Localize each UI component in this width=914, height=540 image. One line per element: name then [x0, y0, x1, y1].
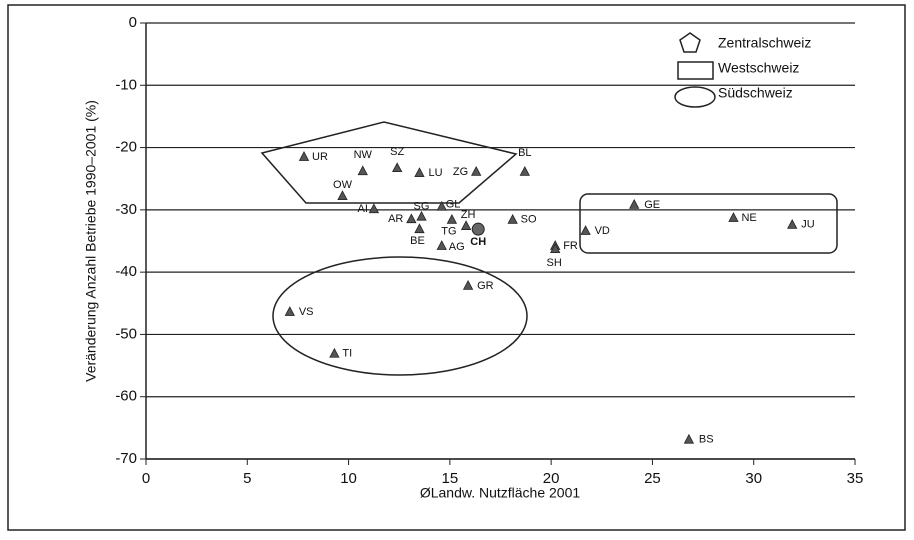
point: [519, 166, 530, 176]
x-tick-label: 20: [543, 470, 560, 487]
point-label: BS: [699, 434, 714, 446]
y-tick-label: 0: [129, 14, 137, 31]
point: [406, 213, 417, 224]
region-rectangle: [579, 193, 838, 254]
point: [416, 210, 427, 221]
x-tick-label: 35: [847, 470, 864, 487]
point: [436, 200, 447, 211]
point-label: ZH: [461, 209, 476, 221]
point-label: AI: [357, 203, 367, 215]
y-tick-label: -30: [115, 201, 137, 218]
legend-label: Westschweiz: [718, 60, 799, 76]
point: [580, 225, 591, 235]
point: [284, 306, 295, 316]
y-tick-label: -40: [115, 263, 137, 280]
point-label: VS: [299, 306, 314, 318]
y-tick-label: -70: [115, 450, 137, 467]
x-axis-title: ØLandw. Nutzfläche 2001: [420, 485, 581, 501]
point-label: OW: [333, 179, 353, 191]
y-tick-label: -10: [115, 76, 137, 93]
point: [460, 220, 472, 230]
point: [368, 203, 380, 214]
point: [471, 222, 485, 236]
legend-ellipse: [674, 86, 716, 108]
region-ellipse: [272, 256, 528, 376]
point-label: TG: [441, 226, 456, 238]
point-label: SG: [414, 201, 430, 213]
point-label: NE: [741, 212, 756, 224]
point-label: TI: [342, 348, 352, 360]
point: [298, 151, 310, 161]
point-label: JU: [801, 219, 815, 231]
point: [629, 199, 640, 209]
point: [446, 213, 458, 224]
point: [337, 190, 348, 201]
x-tick-label: 0: [142, 470, 150, 487]
point: [507, 213, 518, 224]
point: [329, 347, 340, 358]
x-tick-label: 10: [340, 470, 357, 487]
point: [787, 218, 798, 229]
x-tick-label: 25: [644, 470, 661, 487]
point-label: VD: [595, 225, 610, 237]
point: [414, 223, 425, 234]
x-tick-label: 30: [745, 470, 762, 487]
region-shapes: [260, 32, 838, 376]
point-label: SZ: [390, 146, 404, 158]
frame: [7, 4, 906, 531]
x-tick-label: 5: [243, 470, 251, 487]
point-label: AG: [449, 241, 465, 253]
y-tick-label: -20: [115, 139, 137, 156]
point-label: GR: [477, 280, 494, 292]
point: [728, 212, 739, 222]
point-label: ZG: [453, 166, 468, 178]
legend-pentagon: [679, 32, 701, 53]
point-label: CH: [470, 236, 486, 248]
point: [357, 165, 368, 176]
point-label: UR: [312, 151, 328, 163]
point-label: FR: [563, 240, 578, 252]
point-label: NW: [354, 149, 373, 161]
y-tick-label: -50: [115, 325, 137, 342]
point-label: SH: [547, 257, 562, 269]
point-label: BE: [410, 235, 425, 247]
region-pentagon: [260, 121, 518, 204]
y-axis-title: Veränderung Anzahl Betriebe 1990–2001 (%…: [83, 100, 99, 382]
point: [392, 162, 403, 173]
y-tick-label: -60: [115, 388, 137, 405]
legend-label: Südschweiz: [718, 85, 793, 101]
point: [436, 240, 447, 250]
point-label: GE: [644, 199, 660, 211]
point: [471, 166, 482, 176]
legend-rectangle: [677, 61, 714, 80]
point-label: BL: [518, 147, 531, 159]
point-label: LU: [428, 167, 442, 179]
point: [550, 243, 561, 253]
x-tick-label: 15: [442, 470, 459, 487]
point-label: SO: [521, 214, 537, 226]
point: [462, 279, 474, 290]
legend-label: Zentralschweiz: [718, 35, 811, 51]
point-label: GL: [446, 199, 461, 211]
point-label: AR: [388, 213, 403, 225]
point: [683, 433, 695, 444]
point: [414, 167, 425, 178]
